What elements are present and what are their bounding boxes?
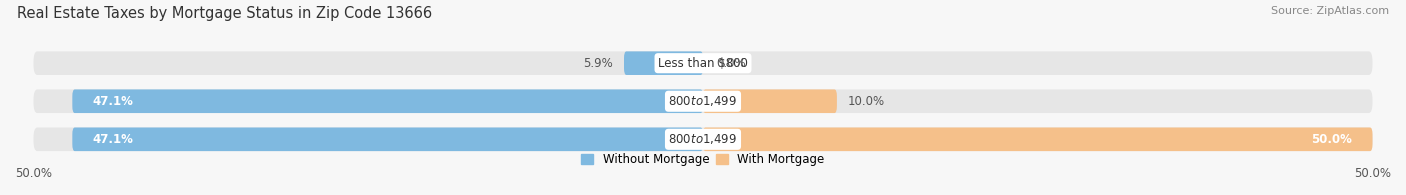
FancyBboxPatch shape: [34, 90, 1372, 113]
Text: 47.1%: 47.1%: [93, 133, 134, 146]
FancyBboxPatch shape: [624, 51, 703, 75]
FancyBboxPatch shape: [703, 128, 1372, 151]
Text: 50.0%: 50.0%: [1312, 133, 1353, 146]
Text: Source: ZipAtlas.com: Source: ZipAtlas.com: [1271, 6, 1389, 16]
Text: $800 to $1,499: $800 to $1,499: [668, 132, 738, 146]
Text: 47.1%: 47.1%: [93, 95, 134, 108]
Text: Real Estate Taxes by Mortgage Status in Zip Code 13666: Real Estate Taxes by Mortgage Status in …: [17, 6, 432, 21]
FancyBboxPatch shape: [34, 51, 1372, 75]
Text: 5.9%: 5.9%: [583, 57, 613, 70]
Text: $800 to $1,499: $800 to $1,499: [668, 94, 738, 108]
Text: 0.0%: 0.0%: [717, 57, 747, 70]
FancyBboxPatch shape: [34, 128, 1372, 151]
FancyBboxPatch shape: [703, 90, 837, 113]
Text: Less than $800: Less than $800: [658, 57, 748, 70]
Legend: Without Mortgage, With Mortgage: Without Mortgage, With Mortgage: [581, 153, 825, 166]
FancyBboxPatch shape: [72, 90, 703, 113]
FancyBboxPatch shape: [72, 128, 703, 151]
Text: 10.0%: 10.0%: [848, 95, 884, 108]
